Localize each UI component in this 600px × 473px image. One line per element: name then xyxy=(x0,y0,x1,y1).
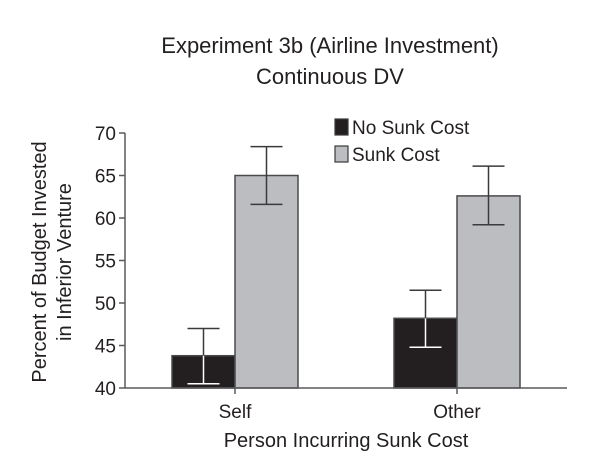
y-tick-label: 55 xyxy=(95,252,116,273)
bars-group xyxy=(171,145,521,389)
chart-title-line-2: Continuous DV xyxy=(256,64,404,89)
y-tick-label: 40 xyxy=(95,379,116,400)
x-axis-label: Person Incurring Sunk Cost xyxy=(224,430,469,452)
legend-swatch xyxy=(334,145,349,163)
legend: No Sunk Cost Sunk Cost xyxy=(334,118,470,166)
y-tick-label: 65 xyxy=(95,167,116,188)
y-axis-label-line-2: in Inferior Venture xyxy=(54,183,76,341)
x-category-label: Other xyxy=(433,402,481,423)
legend-label: Sunk Cost xyxy=(352,145,440,166)
y-tick-label: 60 xyxy=(95,209,116,230)
y-tick-label: 45 xyxy=(95,337,116,358)
legend-swatch xyxy=(334,118,349,136)
axes xyxy=(124,133,567,389)
x-category-label: Self xyxy=(219,402,252,423)
x-axis-categories: Self Other xyxy=(219,388,481,423)
bar xyxy=(234,174,299,389)
legend-label: No Sunk Cost xyxy=(352,118,470,139)
y-axis: 40 45 50 55 60 65 70 xyxy=(95,124,125,400)
y-axis-label-line-1: Percent of Budget Invested xyxy=(29,141,51,382)
y-tick-label: 70 xyxy=(95,124,116,145)
y-tick-label: 50 xyxy=(95,294,116,315)
chart-title-line-1: Experiment 3b (Airline Investment) xyxy=(161,33,498,58)
